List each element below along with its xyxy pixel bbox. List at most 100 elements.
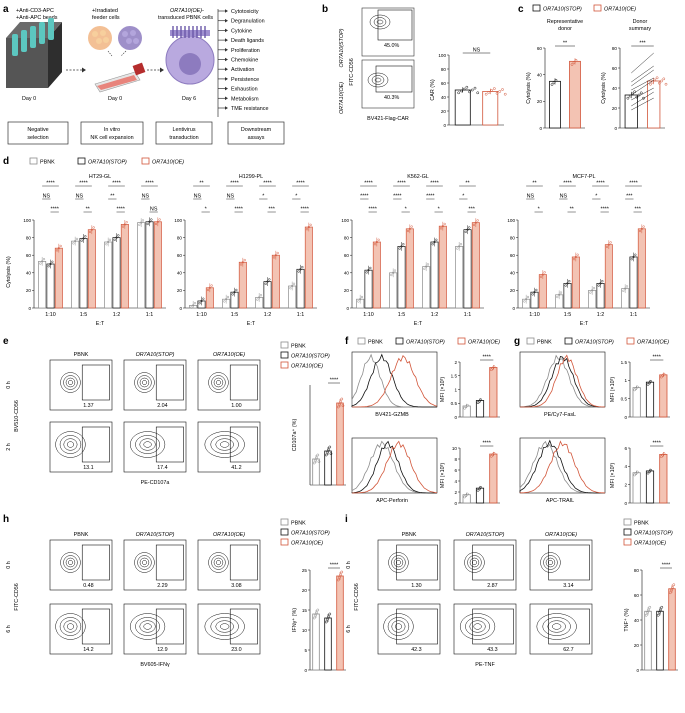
data-point (49, 262, 52, 266)
f-bottom-xlabel: APC-Perforin (376, 498, 408, 504)
sig-label: **** (563, 181, 572, 187)
column-title: PBNK (402, 532, 417, 538)
y-tick-label: 40 (612, 86, 618, 91)
assay-label: Activation (231, 67, 254, 73)
sig-label: **** (263, 181, 272, 187)
data-point (492, 87, 496, 90)
data-point (490, 454, 493, 458)
sig-label: NS (150, 207, 158, 213)
assay-label: TME resistance (231, 106, 268, 112)
data-point (492, 451, 496, 455)
sig-label: ** (563, 41, 568, 47)
data-point (425, 265, 428, 268)
data-point (470, 88, 474, 92)
sig-label: *** (626, 194, 633, 200)
data-point (633, 473, 637, 477)
transduced-nk-cell-icon (165, 26, 215, 85)
data-point (82, 237, 85, 240)
data-point (552, 81, 556, 84)
sig-label: **** (426, 194, 435, 200)
data-point (292, 282, 296, 285)
panel-g: g PBNK OR7A10(STOP) OR7A10(OE) PE/Cy7-Fa… (514, 336, 670, 506)
data-point (456, 247, 459, 250)
data-point (543, 271, 546, 274)
panel-label-h: h (3, 514, 9, 525)
data-point (272, 256, 276, 259)
contour (215, 620, 234, 633)
contour (59, 435, 82, 454)
data-point (339, 573, 342, 577)
y-axis-label: MFI (×10³) (610, 463, 616, 489)
y-tick-label: 80 (441, 67, 447, 72)
data-point (566, 282, 569, 285)
y-tick-label: 40 (344, 271, 350, 276)
data-point (307, 225, 310, 229)
legend-c: OR7A10(STOP) OR7A10(OE) (532, 4, 636, 13)
x-tick-label: 1:2 (264, 312, 272, 318)
data-point (336, 578, 340, 582)
y-tick-label: 60 (441, 81, 447, 86)
sig-label: ** (199, 181, 204, 187)
chart-title: MCF7-PL (572, 174, 595, 180)
gate (81, 364, 110, 401)
data-point (74, 239, 77, 243)
box-transduction: transduction (169, 135, 198, 141)
y-tick-label: 20 (441, 109, 447, 114)
data-point (637, 93, 641, 97)
data-point (327, 448, 330, 452)
data-point (572, 61, 576, 64)
contour (129, 431, 166, 458)
chart-title: H1299-PL (239, 174, 263, 180)
data-point (634, 387, 638, 390)
x-axis-label: PE-CD107a (141, 480, 170, 486)
c-right-title-2: summary (629, 26, 651, 32)
assay-label: Exhaustion (231, 87, 258, 93)
data-point (158, 218, 161, 221)
data-point (360, 295, 364, 299)
data-point (326, 450, 329, 454)
data-point (309, 223, 312, 226)
bar (632, 472, 641, 504)
data-point (289, 287, 292, 290)
bar (296, 268, 305, 309)
data-point (192, 304, 195, 307)
sig-label: **** (79, 181, 88, 187)
label-anti-cd3: +Anti-CD3-APC (16, 8, 54, 14)
data-point (324, 620, 328, 624)
data-point (314, 458, 317, 462)
y-tick-label: 0 (624, 415, 627, 420)
bar (372, 241, 381, 309)
bar (569, 60, 581, 129)
data-point (599, 282, 602, 285)
legend-stop-i: OR7A10(STOP) (634, 531, 673, 537)
flow-plot (529, 539, 593, 591)
assay-arrow-head (225, 9, 228, 13)
y-tick-label: 20 (177, 288, 183, 293)
data-point (464, 405, 468, 409)
panel-f: f PBNK OR7A10(STOP) OR7A10(OE) BV421-GZM… (345, 336, 500, 506)
bar (471, 222, 480, 309)
bar (54, 247, 63, 309)
bar (324, 617, 332, 671)
box-selection: selection (27, 135, 48, 141)
box-negative: Negative (27, 127, 48, 133)
sig-label: **** (629, 181, 638, 187)
column-title: OR7A10(OE) (545, 532, 577, 538)
sig-label: **** (393, 194, 402, 200)
legend-i: PBNK OR7A10(STOP) OR7A10(OE) (623, 518, 673, 547)
donor-line (631, 52, 654, 74)
data-point (647, 381, 651, 385)
data-point (459, 243, 463, 246)
y-tick-label: 60 (537, 46, 543, 51)
row-label: 2 h (6, 443, 12, 451)
x-tick-label: 1:2 (113, 312, 121, 318)
flow-plot (197, 359, 261, 411)
legend-oe-e: OR7A10(OE) (291, 364, 323, 370)
day-0-a: Day 0 (22, 96, 36, 102)
data-point (276, 251, 279, 255)
gate (229, 364, 258, 401)
y-tick-label: 2 (624, 482, 627, 487)
contour (543, 555, 558, 570)
y-tick-label: 10 (302, 628, 308, 633)
gate (155, 364, 184, 401)
